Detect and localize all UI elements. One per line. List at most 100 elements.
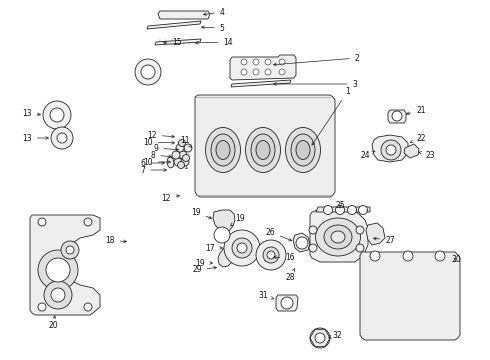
Polygon shape bbox=[404, 144, 419, 158]
Circle shape bbox=[309, 244, 317, 252]
Circle shape bbox=[61, 241, 79, 259]
Ellipse shape bbox=[251, 134, 275, 166]
Ellipse shape bbox=[216, 140, 230, 159]
Circle shape bbox=[179, 151, 187, 159]
Ellipse shape bbox=[324, 225, 352, 249]
Circle shape bbox=[279, 59, 285, 65]
Circle shape bbox=[256, 240, 286, 270]
Text: 18: 18 bbox=[105, 235, 126, 244]
Circle shape bbox=[356, 244, 364, 252]
Circle shape bbox=[182, 154, 190, 162]
Ellipse shape bbox=[316, 218, 361, 256]
Text: 19: 19 bbox=[230, 213, 245, 226]
Circle shape bbox=[392, 111, 402, 121]
Text: 10: 10 bbox=[143, 138, 174, 147]
Circle shape bbox=[315, 333, 325, 343]
Circle shape bbox=[135, 59, 161, 85]
Circle shape bbox=[174, 158, 182, 166]
Ellipse shape bbox=[245, 127, 280, 172]
Circle shape bbox=[435, 251, 445, 261]
Circle shape bbox=[172, 151, 180, 159]
Text: 31: 31 bbox=[258, 291, 274, 300]
Circle shape bbox=[176, 144, 184, 152]
Circle shape bbox=[214, 227, 230, 243]
Polygon shape bbox=[155, 39, 201, 45]
Circle shape bbox=[51, 127, 73, 149]
Polygon shape bbox=[360, 252, 460, 340]
Polygon shape bbox=[147, 21, 201, 29]
Polygon shape bbox=[372, 135, 408, 162]
Circle shape bbox=[84, 303, 92, 311]
Text: 30: 30 bbox=[451, 256, 461, 265]
Circle shape bbox=[38, 303, 46, 311]
Circle shape bbox=[267, 251, 275, 259]
Circle shape bbox=[44, 281, 72, 309]
Circle shape bbox=[347, 206, 357, 215]
Text: 11: 11 bbox=[180, 135, 192, 148]
Ellipse shape bbox=[291, 134, 315, 166]
Text: 12: 12 bbox=[147, 131, 174, 140]
Ellipse shape bbox=[256, 140, 270, 159]
Text: 9: 9 bbox=[153, 144, 178, 153]
Circle shape bbox=[177, 162, 185, 168]
Text: 4: 4 bbox=[203, 8, 224, 17]
Circle shape bbox=[403, 251, 413, 261]
Circle shape bbox=[281, 297, 293, 309]
Text: 6: 6 bbox=[141, 158, 165, 167]
Circle shape bbox=[38, 218, 46, 226]
Text: 19: 19 bbox=[195, 258, 213, 267]
Circle shape bbox=[296, 237, 308, 249]
Circle shape bbox=[359, 206, 368, 215]
Circle shape bbox=[38, 250, 78, 290]
Circle shape bbox=[381, 140, 401, 160]
Circle shape bbox=[386, 145, 396, 155]
Circle shape bbox=[356, 226, 364, 234]
Circle shape bbox=[237, 243, 247, 253]
Circle shape bbox=[241, 59, 247, 65]
Polygon shape bbox=[167, 157, 174, 168]
Text: 25: 25 bbox=[335, 201, 345, 210]
Circle shape bbox=[323, 206, 333, 215]
Circle shape bbox=[57, 133, 67, 143]
Circle shape bbox=[336, 206, 344, 215]
Circle shape bbox=[310, 328, 330, 348]
Circle shape bbox=[178, 140, 186, 147]
Circle shape bbox=[263, 247, 279, 263]
Circle shape bbox=[66, 246, 74, 254]
Text: 5: 5 bbox=[201, 23, 224, 32]
Text: 27: 27 bbox=[373, 235, 395, 244]
Polygon shape bbox=[30, 215, 100, 315]
Ellipse shape bbox=[286, 127, 320, 172]
Circle shape bbox=[84, 218, 92, 226]
Text: 20: 20 bbox=[48, 316, 58, 329]
Ellipse shape bbox=[331, 231, 345, 243]
Text: 28: 28 bbox=[285, 268, 295, 283]
Polygon shape bbox=[231, 80, 291, 87]
Polygon shape bbox=[276, 295, 298, 311]
Text: 7: 7 bbox=[141, 166, 167, 175]
Text: 24: 24 bbox=[360, 150, 375, 159]
Circle shape bbox=[181, 158, 189, 166]
Polygon shape bbox=[230, 55, 296, 80]
Text: 32: 32 bbox=[329, 330, 342, 339]
Circle shape bbox=[46, 258, 70, 282]
Circle shape bbox=[224, 230, 260, 266]
Circle shape bbox=[241, 69, 247, 75]
Circle shape bbox=[253, 69, 259, 75]
Ellipse shape bbox=[211, 134, 235, 166]
Circle shape bbox=[370, 251, 380, 261]
Text: 10: 10 bbox=[143, 158, 171, 166]
Text: 15: 15 bbox=[164, 37, 182, 46]
Polygon shape bbox=[195, 95, 335, 197]
Polygon shape bbox=[310, 210, 368, 262]
Ellipse shape bbox=[205, 127, 241, 172]
Text: 1: 1 bbox=[312, 86, 350, 145]
Text: 14: 14 bbox=[196, 37, 233, 46]
Circle shape bbox=[253, 59, 259, 65]
Circle shape bbox=[184, 144, 192, 152]
Ellipse shape bbox=[296, 140, 310, 159]
Circle shape bbox=[279, 69, 285, 75]
Text: 13: 13 bbox=[22, 134, 49, 143]
Text: 23: 23 bbox=[419, 150, 435, 159]
Text: 2: 2 bbox=[273, 54, 359, 66]
